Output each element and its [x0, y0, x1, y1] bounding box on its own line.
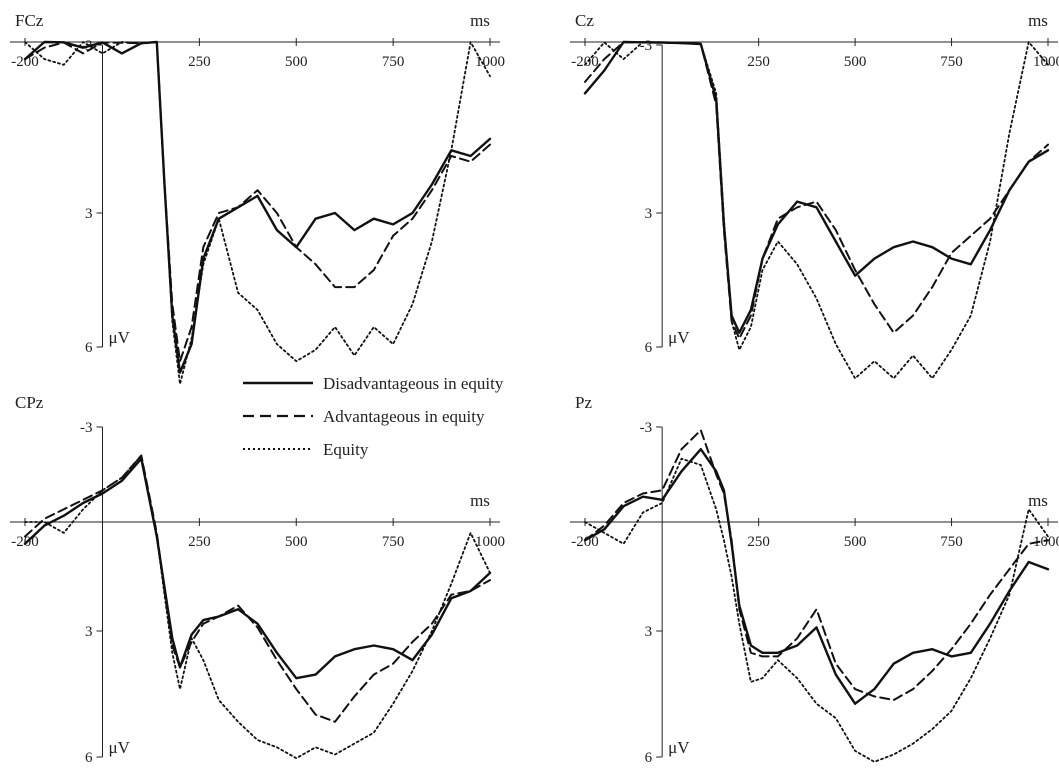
y-tick-label: 6 [645, 750, 653, 766]
y-tick-label: 3 [645, 206, 653, 222]
x-tick-label: 1000 [1033, 54, 1059, 70]
y-tick-label: 3 [645, 624, 653, 640]
x-tick-label: 750 [382, 54, 405, 70]
y-unit-label: μV [668, 328, 690, 347]
x-tick-label: 1000 [1033, 534, 1059, 550]
series-line-dashed [24, 41, 491, 363]
y-tick-label: 6 [85, 750, 93, 766]
series-line-dotted [584, 41, 1049, 380]
panel-title: FCz [15, 11, 44, 30]
panel-pz: -200 250 500 750 1000 ms -3 3 6 μV Pz [570, 393, 1059, 766]
series-line-dashed [584, 41, 1049, 340]
panel-cz: -200 250 500 750 1000 ms -3 3 6 μV Cz [570, 11, 1059, 380]
y-tick-label: -3 [640, 38, 653, 54]
x-unit-label: ms [470, 491, 490, 510]
x-tick-label: 750 [382, 534, 405, 550]
x-tick-label: 500 [285, 534, 308, 550]
x-tick-label: 250 [188, 54, 211, 70]
x-tick-label: 1000 [475, 534, 505, 550]
x-unit-label: ms [1028, 11, 1048, 30]
legend-label-disadvantageous: Disadvantageous in equity [323, 374, 504, 393]
series-line-dotted [584, 457, 1049, 763]
x-tick-label: 250 [747, 534, 770, 550]
series-line-dashed [584, 429, 1049, 701]
y-unit-label: μV [109, 738, 131, 757]
y-unit-label: μV [109, 328, 131, 347]
x-tick-label: 250 [747, 54, 770, 70]
panel-title: CPz [15, 393, 44, 412]
legend: Disadvantageous in equity Advantageous i… [243, 374, 504, 459]
series-line-dotted [24, 454, 491, 760]
x-tick-label: 250 [188, 534, 211, 550]
y-unit-label: μV [668, 738, 690, 757]
x-tick-label: 500 [844, 534, 867, 550]
y-tick-label: -3 [640, 420, 653, 436]
series-line-dotted [24, 41, 491, 385]
y-tick-label: 6 [645, 340, 653, 356]
x-tick-label: 750 [940, 54, 963, 70]
x-tick-label: -200 [571, 54, 599, 70]
y-tick-label: 3 [85, 624, 93, 640]
x-tick-label: -200 [11, 54, 39, 70]
panel-title: Cz [575, 11, 594, 30]
x-tick-label: 1000 [475, 54, 505, 70]
legend-label-advantageous: Advantageous in equity [323, 407, 485, 426]
y-tick-label: 3 [85, 206, 93, 222]
y-tick-label: 6 [85, 340, 93, 356]
series-line-dashed [24, 454, 491, 723]
series-line-solid [583, 448, 1050, 705]
series-line-solid [23, 457, 492, 680]
erp-panels: -200 250 500 750 1000 ms -3 3 6 μV FCz -200 250 500 75… [10, 11, 1059, 766]
legend-label-equity: Equity [323, 440, 369, 459]
x-tick-label: -200 [571, 534, 599, 550]
y-tick-label: -3 [80, 420, 93, 436]
x-tick-label: 500 [285, 54, 308, 70]
x-unit-label: ms [470, 11, 490, 30]
panel-title: Pz [575, 393, 592, 412]
x-unit-label: ms [1028, 491, 1048, 510]
x-tick-label: 500 [844, 54, 867, 70]
x-tick-label: 750 [940, 534, 963, 550]
